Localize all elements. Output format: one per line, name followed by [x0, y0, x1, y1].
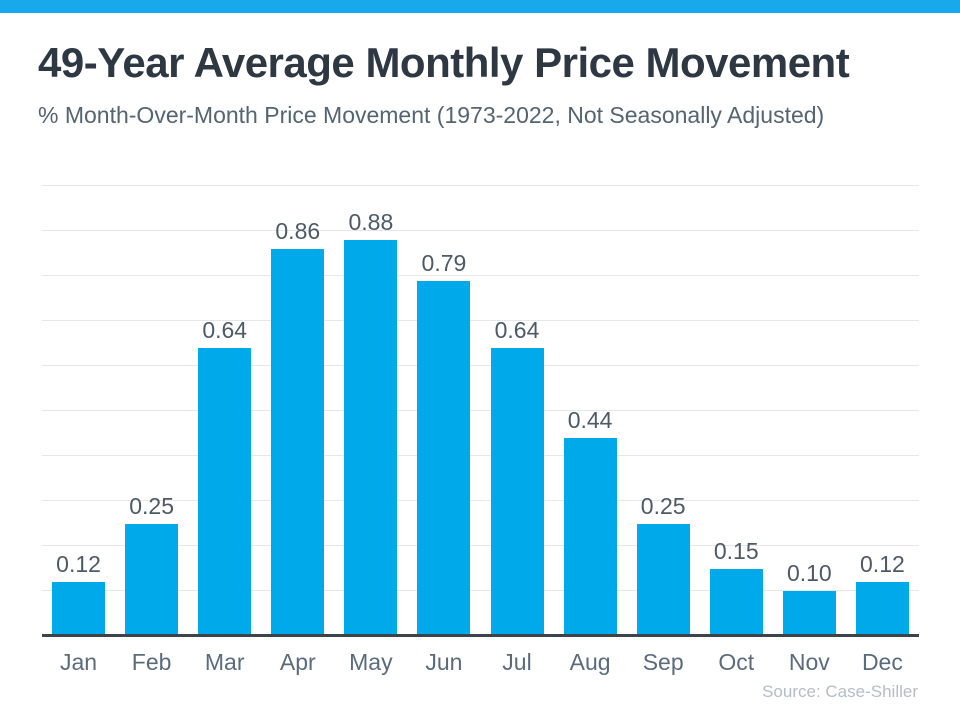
- bar-value-label: 0.25: [129, 492, 174, 519]
- gridline: [42, 230, 919, 231]
- bar-value-label: 0.44: [567, 407, 613, 433]
- bar-value-label: 0.88: [348, 209, 394, 235]
- bar-group: 0.64: [188, 186, 261, 636]
- gridline: [42, 320, 919, 321]
- bar: [52, 582, 106, 636]
- gridline: [42, 455, 919, 456]
- bar-group: 0.12: [846, 186, 919, 636]
- bar-group: 0.44: [554, 186, 627, 636]
- source-attribution: Source: Case-Shiller: [762, 682, 918, 701]
- bar: [417, 280, 471, 636]
- gridline: [42, 410, 919, 411]
- gridline: [42, 500, 919, 501]
- x-tick-label: Feb: [131, 649, 172, 675]
- bar-value-label: 0.12: [56, 551, 101, 577]
- gridline: [42, 590, 919, 591]
- bar-value-label: 0.86: [275, 218, 321, 244]
- x-tick-label: May: [349, 649, 393, 675]
- bar: [709, 568, 763, 636]
- gridline: [42, 365, 919, 366]
- x-tick-label: Apr: [279, 649, 316, 675]
- x-axis-labels: Jan Feb Mar Apr May Jun Jul Aug Sep Oct Nov Dec: [42, 649, 919, 676]
- x-tick-label: Sep: [642, 649, 684, 675]
- top-accent-bar: [0, 0, 960, 13]
- gridline: [42, 545, 919, 546]
- bar-value-label: 0.79: [421, 249, 467, 276]
- x-tick-label: Jun: [425, 649, 463, 675]
- x-tick-label: Jul: [502, 649, 532, 675]
- x-axis-line: [42, 634, 919, 637]
- gridline: [42, 185, 919, 186]
- bar-group: 0.88: [334, 186, 407, 636]
- bar-value-label: 0.12: [860, 551, 905, 577]
- bar-value-label: 0.64: [202, 317, 248, 343]
- bar-group: 0.15: [700, 186, 773, 636]
- bar: [271, 249, 325, 636]
- bar-group: 0.25: [115, 186, 188, 636]
- bar: [563, 438, 617, 636]
- bar: [636, 523, 690, 636]
- bars-container: 0.12 0.25 0.64 0.86 0.88 0.79 0.64 0.44 0.25 0.15…: [42, 186, 919, 636]
- bar: [855, 582, 909, 636]
- bar-group: 0.12: [42, 186, 115, 636]
- bar-group: 0.79: [407, 186, 480, 636]
- bar: [344, 240, 398, 636]
- x-tick-label: Jan: [59, 649, 98, 675]
- bar-value-label: 0.15: [713, 537, 759, 564]
- gridlines: [42, 185, 919, 636]
- bar: [490, 348, 544, 636]
- bar-value-label: 0.25: [640, 492, 686, 519]
- chart-subtitle: % Month-Over-Month Price Movement (1973-…: [38, 102, 825, 128]
- bar-group: 0.64: [480, 186, 553, 636]
- gridline: [42, 275, 919, 276]
- bar: [125, 523, 179, 636]
- x-tick-label: Nov: [788, 649, 830, 675]
- x-tick-label: Mar: [204, 649, 245, 675]
- bar-value-label: 0.64: [494, 317, 540, 343]
- x-tick-label: Aug: [569, 649, 611, 675]
- bar-group: 0.10: [773, 186, 846, 636]
- x-tick-label: Oct: [718, 649, 755, 675]
- bar: [782, 591, 836, 636]
- bar: [198, 348, 252, 636]
- bar-group: 0.86: [261, 186, 334, 636]
- x-tick-label: Dec: [861, 649, 903, 675]
- bar-chart-plot-area: 0.12 0.25 0.64 0.86 0.88 0.79 0.64 0.44 0.25 0.15…: [42, 185, 919, 636]
- chart-title: 49-Year Average Monthly Price Movement: [38, 39, 850, 86]
- bar-value-label: 0.10: [786, 560, 832, 586]
- bar-group: 0.25: [627, 186, 700, 636]
